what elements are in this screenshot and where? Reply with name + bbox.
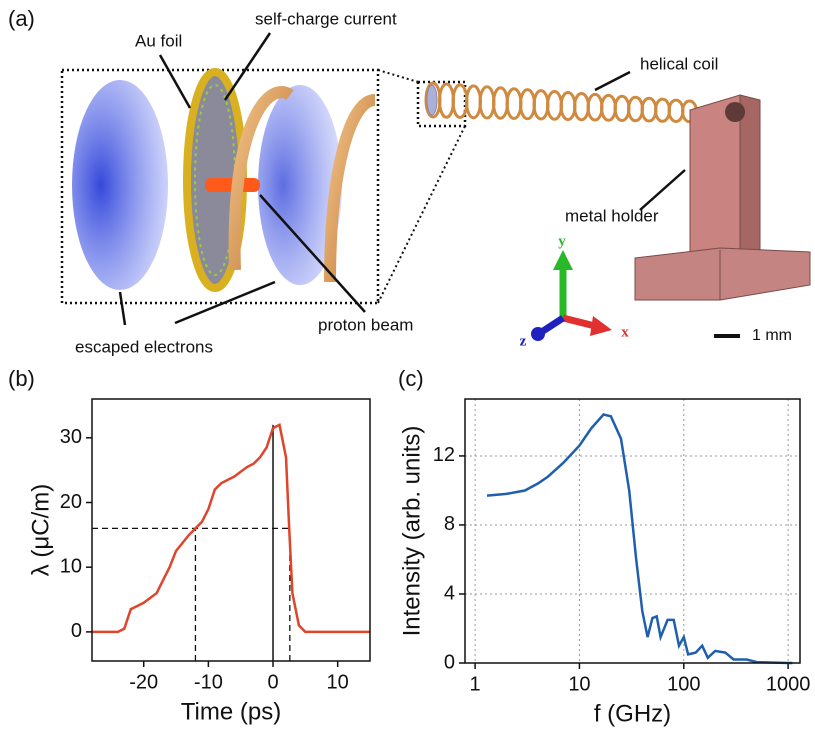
x-tick-label: -20	[129, 671, 158, 693]
coil-turn	[228, 86, 294, 271]
label-proton-beam: proton beam	[318, 315, 413, 334]
coil-turn	[519, 88, 536, 121]
zoom-box	[60, 68, 380, 305]
zoom-source	[416, 80, 467, 128]
coil-turn	[532, 89, 550, 121]
x-tick-label: 0	[267, 671, 278, 693]
y-tick-label: 0	[444, 651, 455, 673]
y-axis-label: λ (μC/m)	[27, 484, 54, 576]
x-tick-label: 10	[568, 673, 590, 695]
electron-cloud	[72, 80, 168, 290]
arrow-head	[531, 327, 545, 341]
panel-label: (b)	[8, 366, 35, 391]
coil-turn	[492, 86, 509, 120]
coil-turn	[478, 85, 496, 120]
label-au-foil: Au foil	[135, 31, 182, 50]
y-tick-label: 20	[60, 491, 82, 513]
coil-turn	[654, 97, 671, 123]
axis-x-label: x	[621, 324, 629, 340]
x-tick-label: 100	[667, 673, 700, 695]
axis-z-label: z	[520, 333, 527, 349]
x-tick-label: 10	[327, 671, 349, 693]
coil-turn	[546, 90, 563, 121]
data-line	[486, 413, 793, 665]
y-tick-label: 8	[444, 513, 455, 535]
helical-coil	[424, 81, 698, 124]
y-tick-label: 4	[444, 582, 455, 604]
zoom-line	[377, 125, 466, 304]
panel-label: (a)	[8, 6, 35, 31]
x-axis-label: f (GHz)	[594, 700, 671, 727]
scale-label: 1 mm	[752, 327, 792, 344]
x-axis-label: Time (ps)	[181, 698, 281, 725]
label-helical-coil: helical coil	[640, 54, 718, 73]
y-tick-label: 12	[433, 444, 455, 466]
label-escaped: escaped electrons	[75, 337, 213, 356]
holder-post	[689, 94, 741, 276]
foil	[426, 84, 438, 116]
coil-turn	[613, 94, 631, 123]
axis-arrow-x	[562, 314, 596, 330]
y-tick-label: 30	[60, 426, 82, 448]
x-tick-label: 1	[470, 673, 481, 695]
zoom-line	[377, 69, 419, 83]
coil-turn	[559, 91, 577, 121]
arrow-head	[590, 316, 612, 336]
plot-frame	[91, 398, 371, 662]
coil-turn	[640, 96, 658, 123]
holder-post-side	[739, 94, 761, 261]
pointers	[118, 32, 686, 326]
label-metal-holder: metal holder	[565, 206, 659, 225]
data-line	[92, 423, 370, 634]
coil-turn	[586, 92, 604, 122]
x-tick-label: 1000	[766, 673, 811, 695]
coil-turn	[627, 95, 644, 123]
panel-a: (a) y x z 1 mm Au foil	[8, 6, 811, 356]
coil-turn	[438, 82, 455, 119]
coil-turn	[465, 84, 482, 120]
coil-turn	[600, 93, 617, 122]
y-axis-label: Intensity (arb. units)	[398, 426, 425, 637]
electron-cloud	[258, 85, 342, 285]
x-tick-label: -10	[194, 671, 223, 693]
y-tick-label: 10	[60, 555, 82, 577]
y-tick-label: 0	[71, 620, 82, 642]
holder-base	[634, 247, 811, 301]
arrow-head	[553, 250, 573, 270]
plot-frame	[464, 398, 801, 664]
coil-turn	[505, 87, 523, 120]
label-self-charge: self-charge current	[255, 9, 397, 28]
coil-turn	[324, 94, 377, 283]
axis-y-label: y	[558, 233, 566, 249]
holder-hole	[725, 102, 745, 122]
coil-turn	[667, 98, 685, 124]
panel-label: (c)	[398, 366, 424, 391]
coil-turn	[573, 91, 590, 122]
